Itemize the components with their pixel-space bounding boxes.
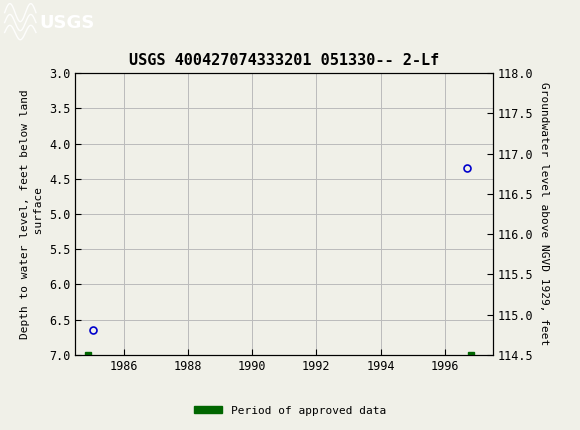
Y-axis label: Depth to water level, feet below land
 surface: Depth to water level, feet below land su… (20, 89, 44, 339)
Title: USGS 400427074333201 051330-- 2-Lf: USGS 400427074333201 051330-- 2-Lf (129, 53, 439, 68)
Legend: Period of approved data: Period of approved data (190, 401, 390, 420)
Text: USGS: USGS (39, 14, 95, 31)
Y-axis label: Groundwater level above NGVD 1929, feet: Groundwater level above NGVD 1929, feet (539, 82, 549, 346)
